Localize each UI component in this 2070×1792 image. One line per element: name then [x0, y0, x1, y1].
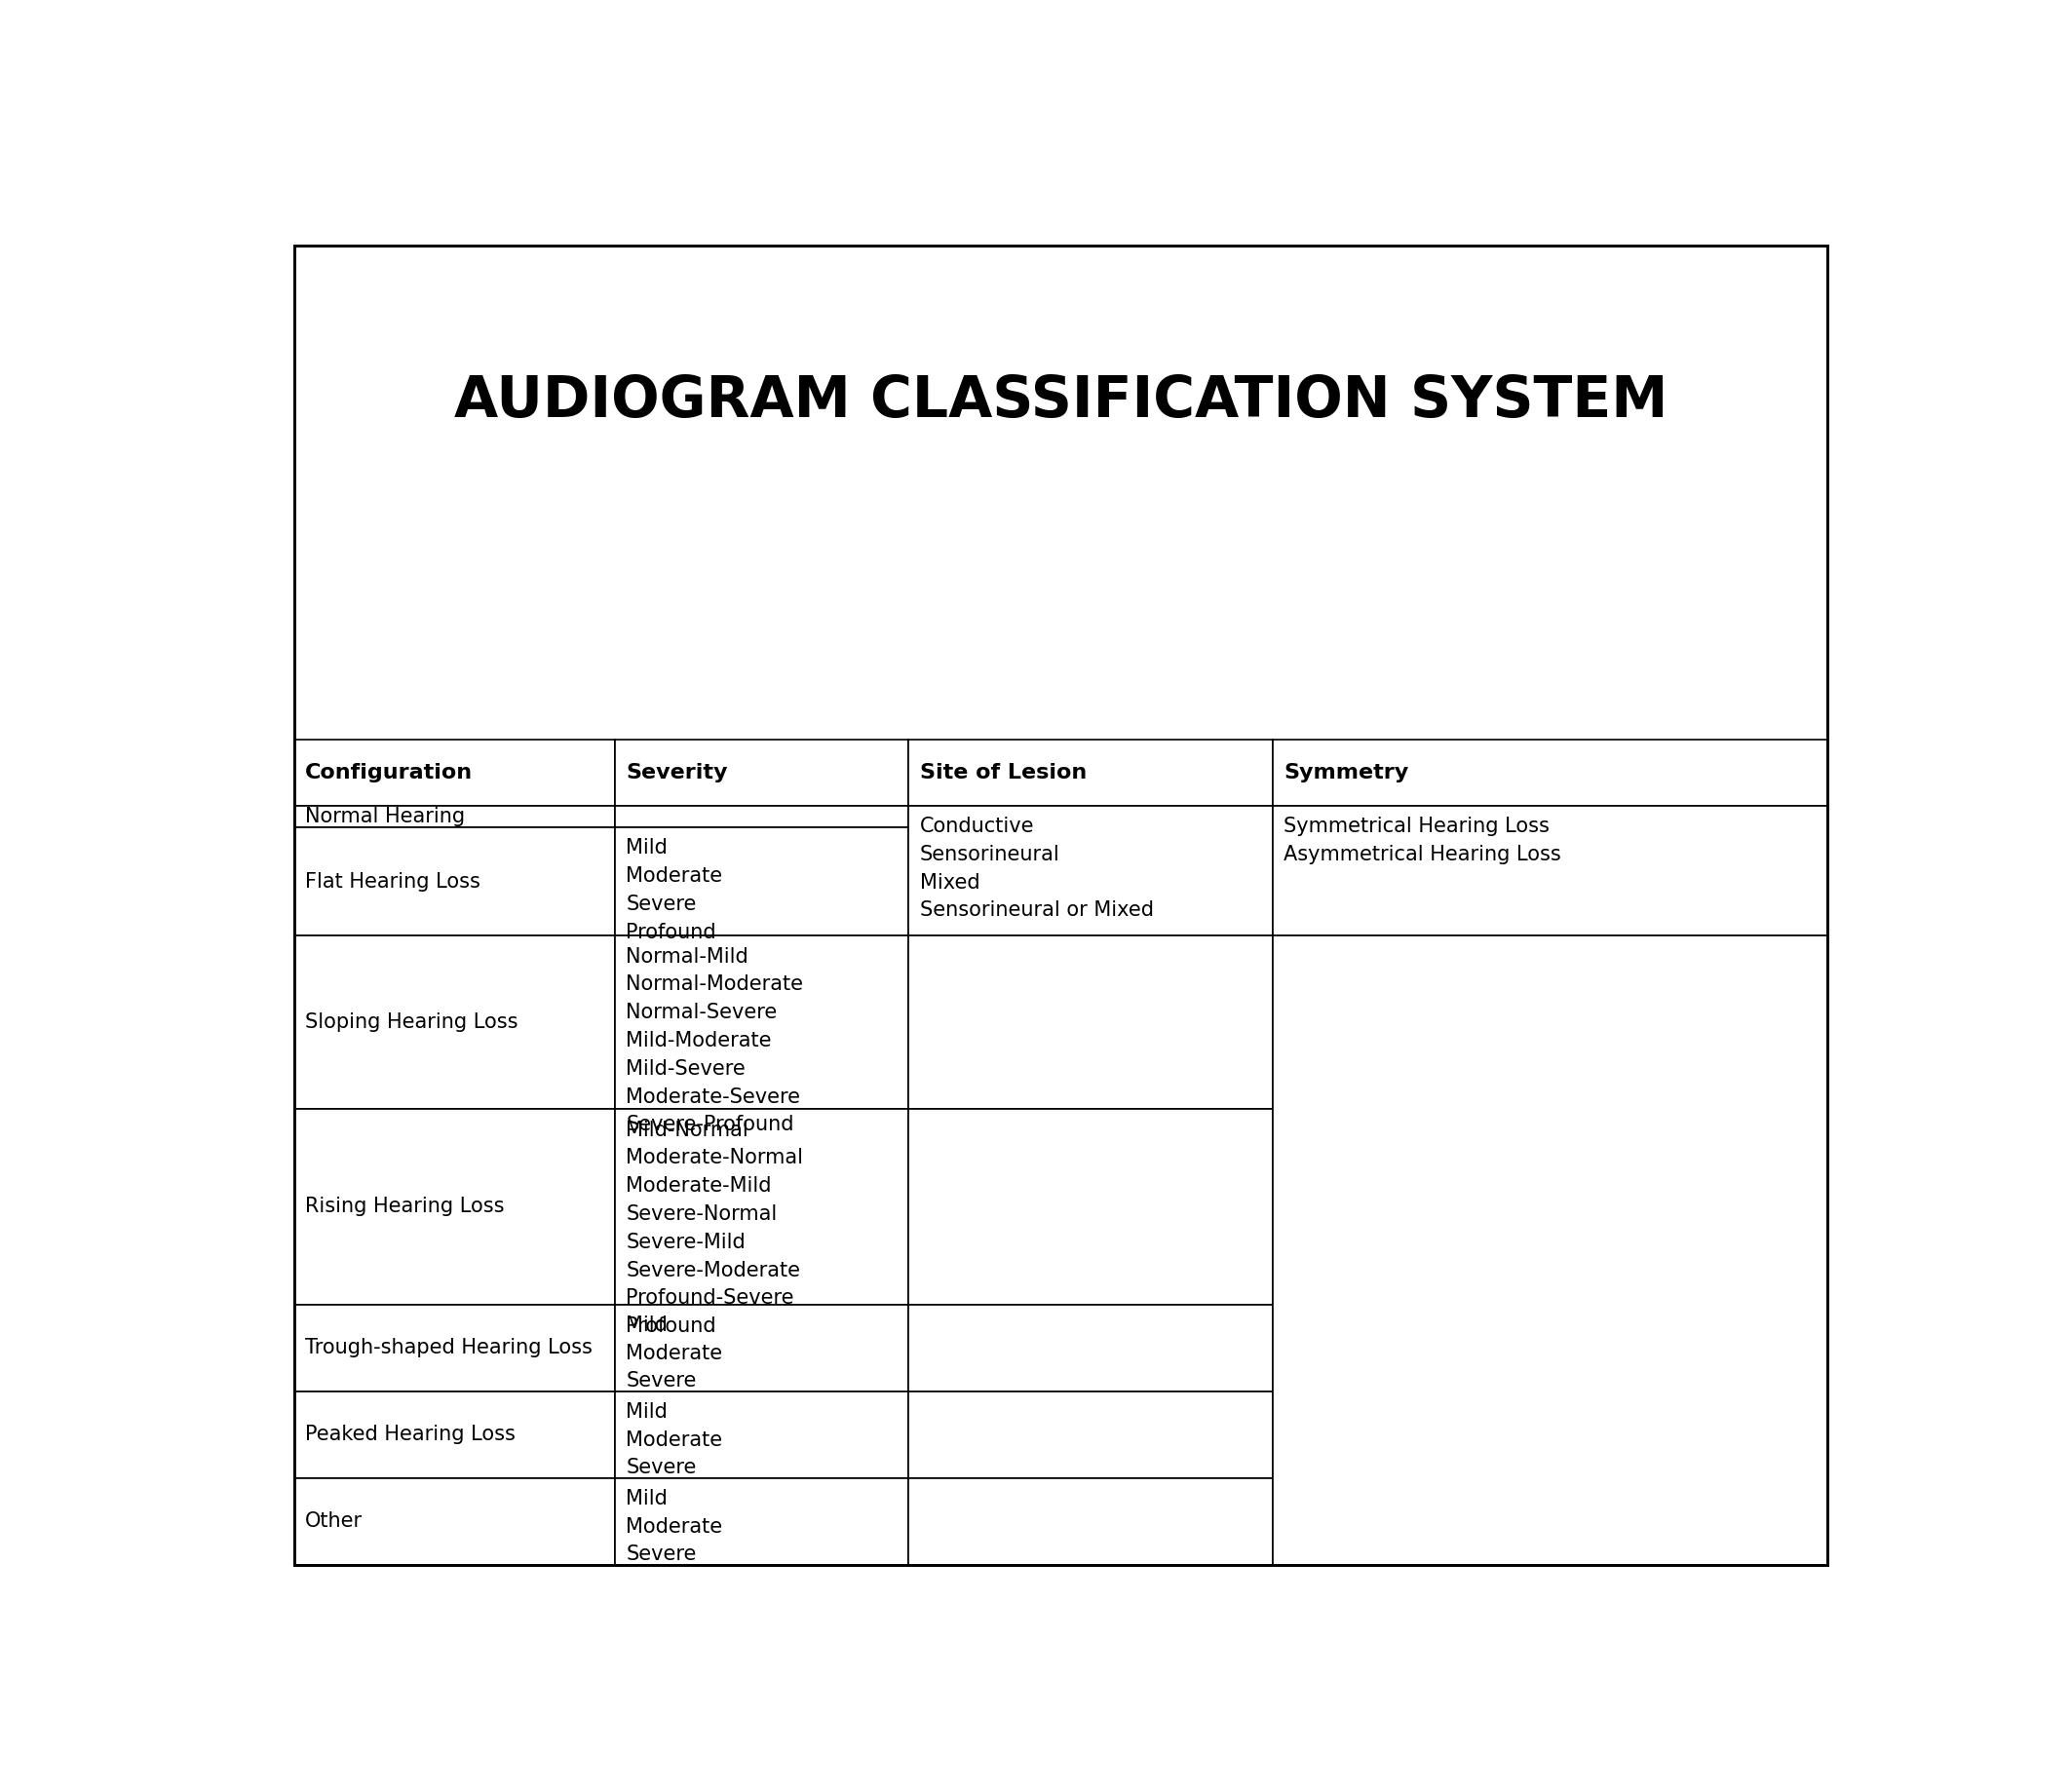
Text: Severity: Severity	[625, 763, 729, 783]
Bar	[294, 740, 615, 806]
Bar	[615, 1305, 909, 1391]
Bar	[294, 1305, 615, 1391]
Bar	[294, 1391, 615, 1478]
Bar	[909, 806, 1273, 935]
Bar	[615, 740, 909, 806]
Bar	[615, 1109, 909, 1305]
Bar	[909, 1109, 1273, 1305]
Text: Configuration: Configuration	[304, 763, 474, 783]
Text: Sloping Hearing Loss: Sloping Hearing Loss	[304, 1012, 518, 1032]
Text: Symmetry: Symmetry	[1283, 763, 1410, 783]
Bar	[1273, 935, 1828, 1564]
Text: Mild
Moderate
Severe: Mild Moderate Severe	[625, 1489, 722, 1564]
Bar	[1273, 740, 1828, 806]
Text: Mild-Normal
Moderate-Normal
Moderate-Mild
Severe-Normal
Severe-Mild
Severe-Moder: Mild-Normal Moderate-Normal Moderate-Mil…	[625, 1120, 803, 1337]
Text: Rising Hearing Loss: Rising Hearing Loss	[304, 1197, 505, 1217]
Text: Normal-Mild
Normal-Moderate
Normal-Severe
Mild-Moderate
Mild-Severe
Moderate-Sev: Normal-Mild Normal-Moderate Normal-Sever…	[625, 946, 803, 1134]
Text: Other: Other	[304, 1511, 362, 1530]
Bar	[909, 935, 1273, 1109]
Bar	[615, 935, 909, 1109]
Text: Conductive
Sensorineural
Mixed
Sensorineural or Mixed: Conductive Sensorineural Mixed Sensorine…	[919, 817, 1153, 921]
Bar	[294, 806, 615, 828]
Bar	[294, 1109, 615, 1305]
Text: Mild
Moderate
Severe: Mild Moderate Severe	[625, 1315, 722, 1391]
Bar	[1273, 806, 1828, 935]
Bar	[615, 1478, 909, 1564]
Bar	[909, 1305, 1273, 1391]
Bar	[615, 1391, 909, 1478]
Bar	[909, 740, 1273, 806]
Bar	[615, 806, 909, 828]
Text: AUDIOGRAM CLASSIFICATION SYSTEM: AUDIOGRAM CLASSIFICATION SYSTEM	[453, 373, 1668, 428]
Bar	[294, 828, 615, 935]
Text: Peaked Hearing Loss: Peaked Hearing Loss	[304, 1425, 515, 1444]
Text: Normal Hearing: Normal Hearing	[304, 806, 466, 826]
Bar	[294, 1478, 615, 1564]
Bar	[615, 828, 909, 935]
Text: Flat Hearing Loss: Flat Hearing Loss	[304, 871, 480, 891]
Text: Mild
Moderate
Severe
Profound: Mild Moderate Severe Profound	[625, 839, 722, 943]
Text: Trough-shaped Hearing Loss: Trough-shaped Hearing Loss	[304, 1339, 592, 1357]
Bar	[909, 1391, 1273, 1478]
Text: Site of Lesion: Site of Lesion	[919, 763, 1087, 783]
Text: Mild
Moderate
Severe: Mild Moderate Severe	[625, 1401, 722, 1478]
Text: Symmetrical Hearing Loss
Asymmetrical Hearing Loss: Symmetrical Hearing Loss Asymmetrical He…	[1283, 817, 1561, 864]
Bar	[294, 935, 615, 1109]
Bar	[909, 1478, 1273, 1564]
